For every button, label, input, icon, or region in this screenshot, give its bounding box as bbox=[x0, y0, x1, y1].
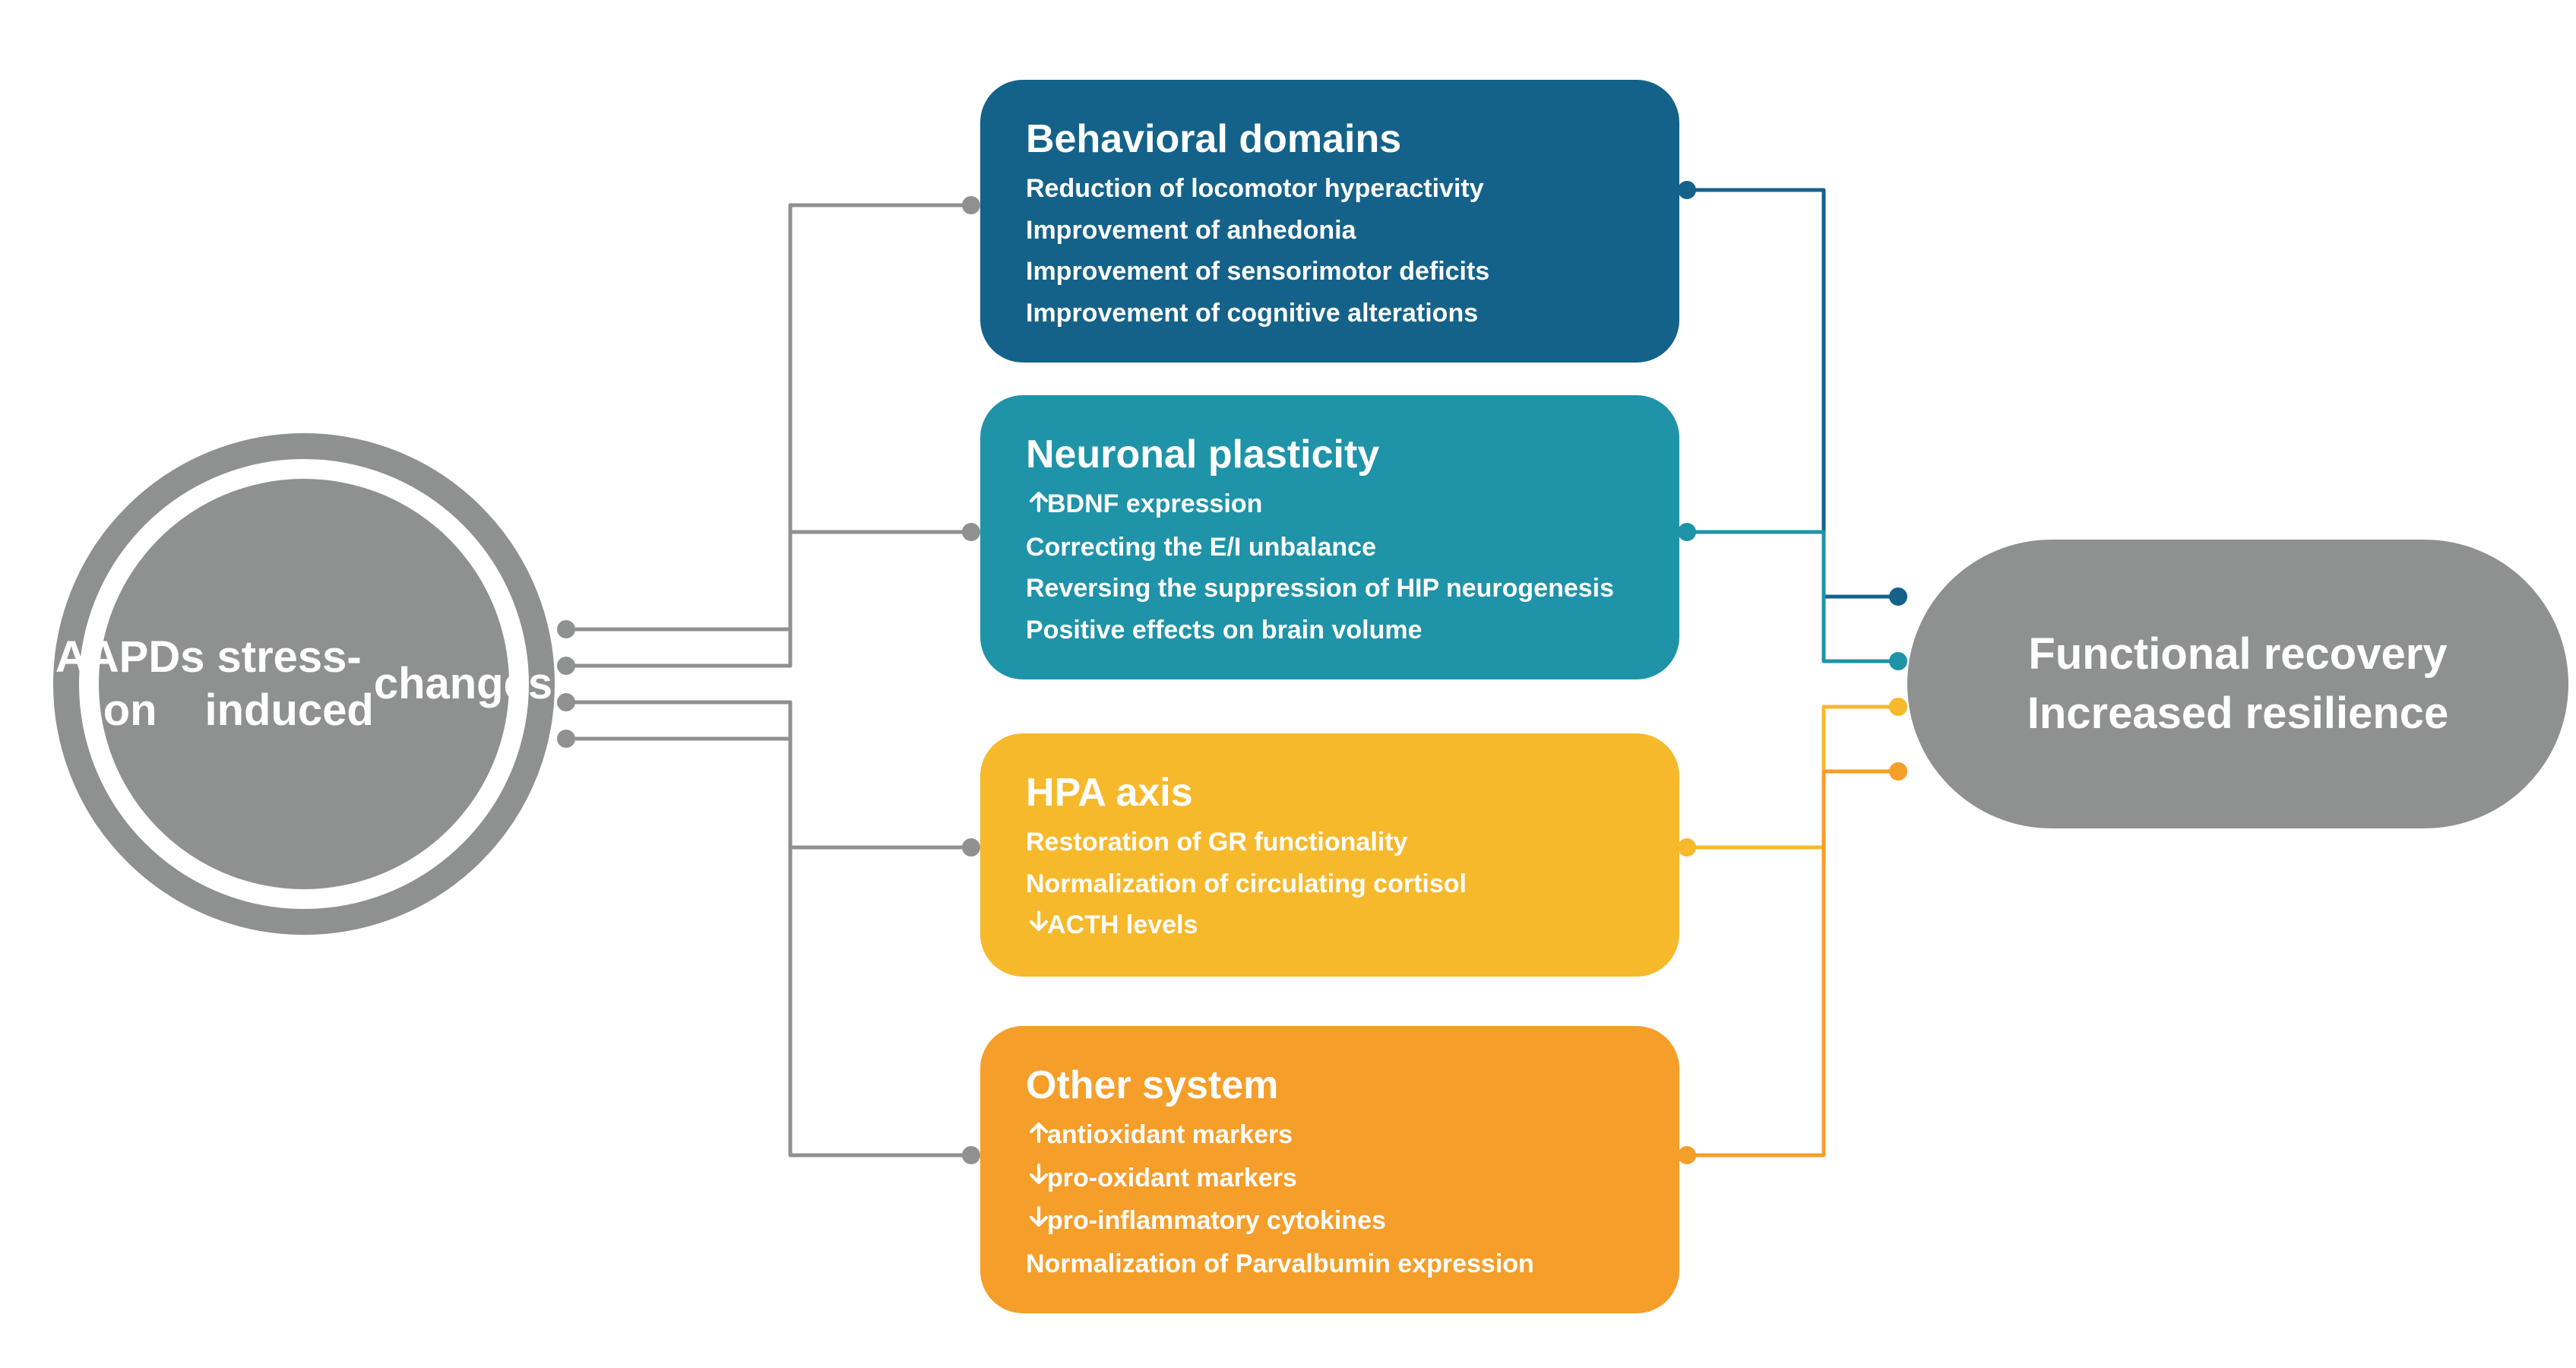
card-item-label: pro-inflammatory cytokines bbox=[1047, 1205, 1634, 1237]
right-pill-line: Increased resilience bbox=[2027, 684, 2449, 743]
card-item: antioxidant markers bbox=[1026, 1119, 1634, 1153]
card-title: HPA axis bbox=[1026, 770, 1634, 815]
card-item-label: Correcting the E/I unbalance bbox=[1026, 531, 1634, 564]
card-item: Reduction of locomotor hyperactivity bbox=[1026, 173, 1634, 205]
card-item: Correcting the E/I unbalance bbox=[1026, 531, 1634, 564]
card-item-label: Improvement of cognitive alterations bbox=[1026, 297, 1634, 330]
left-bubble: AAPDs onstress-inducedchanges bbox=[99, 479, 509, 889]
card-item-label: Normalization of circulating cortisol bbox=[1026, 868, 1634, 901]
card-item-label: Positive effects on brain volume bbox=[1026, 614, 1634, 647]
card-item-label: Improvement of sensorimotor deficits bbox=[1026, 255, 1634, 288]
card-item-label: BDNF expression bbox=[1047, 488, 1634, 521]
card-item: Positive effects on brain volume bbox=[1026, 614, 1634, 647]
card-title: Behavioral domains bbox=[1026, 116, 1634, 162]
arrow-up-icon bbox=[1026, 1119, 1047, 1153]
card-item: Normalization of Parvalbumin expression bbox=[1026, 1248, 1634, 1281]
left-bubble-line: changes bbox=[374, 657, 552, 711]
card-hpa: HPA axis Restoration of GR functionality N… bbox=[980, 733, 1679, 977]
card-item: ACTH levels bbox=[1026, 909, 1634, 943]
arrow-down-icon bbox=[1026, 1205, 1047, 1239]
card-item-label: ACTH levels bbox=[1047, 909, 1634, 942]
card-plasticity: Neuronal plasticity BDNF expression Correc… bbox=[980, 395, 1679, 679]
card-item: Restoration of GR functionality bbox=[1026, 826, 1634, 859]
card-item-label: pro-oxidant markers bbox=[1047, 1162, 1634, 1195]
card-item: Improvement of sensorimotor deficits bbox=[1026, 255, 1634, 288]
card-items: Restoration of GR functionality Normaliza… bbox=[1026, 826, 1634, 943]
card-item: pro-oxidant markers bbox=[1026, 1162, 1634, 1196]
card-item: pro-inflammatory cytokines bbox=[1026, 1205, 1634, 1239]
card-item: Improvement of cognitive alterations bbox=[1026, 297, 1634, 330]
left-bubble-line: AAPDs on bbox=[55, 631, 205, 736]
card-item-label: Reduction of locomotor hyperactivity bbox=[1026, 173, 1634, 205]
card-items: Reduction of locomotor hyperactivity Impr… bbox=[1026, 173, 1634, 329]
card-item: BDNF expression bbox=[1026, 488, 1634, 522]
card-items: BDNF expression Correcting the E/I unbala… bbox=[1026, 488, 1634, 646]
right-pill: Functional recoveryIncreased resilience bbox=[1907, 540, 2568, 828]
diagram-canvas: AAPDs onstress-inducedchanges Functional… bbox=[0, 0, 2576, 1368]
arrow-down-icon bbox=[1026, 909, 1047, 943]
card-item-label: Improvement of anhedonia bbox=[1026, 214, 1634, 247]
card-item: Normalization of circulating cortisol bbox=[1026, 868, 1634, 901]
card-behavioral: Behavioral domains Reduction of locomotor… bbox=[980, 80, 1679, 363]
card-item-label: Reversing the suppression of HIP neuroge… bbox=[1026, 572, 1634, 605]
arrow-down-icon bbox=[1026, 1162, 1047, 1196]
card-item-label: Normalization of Parvalbumin expression bbox=[1026, 1248, 1634, 1281]
card-item: Improvement of anhedonia bbox=[1026, 214, 1634, 247]
card-other: Other system antioxidant markers pro-oxida… bbox=[980, 1026, 1679, 1313]
right-pill-line: Functional recovery bbox=[2028, 625, 2447, 684]
card-items: antioxidant markers pro-oxidant markers pr… bbox=[1026, 1119, 1634, 1280]
card-item-label: Restoration of GR functionality bbox=[1026, 826, 1634, 859]
card-item: Reversing the suppression of HIP neuroge… bbox=[1026, 572, 1634, 605]
left-bubble-line: stress-induced bbox=[204, 631, 373, 736]
arrow-up-icon bbox=[1026, 488, 1047, 522]
card-item-label: antioxidant markers bbox=[1047, 1119, 1634, 1151]
card-title: Neuronal plasticity bbox=[1026, 432, 1634, 477]
card-title: Other system bbox=[1026, 1062, 1634, 1108]
